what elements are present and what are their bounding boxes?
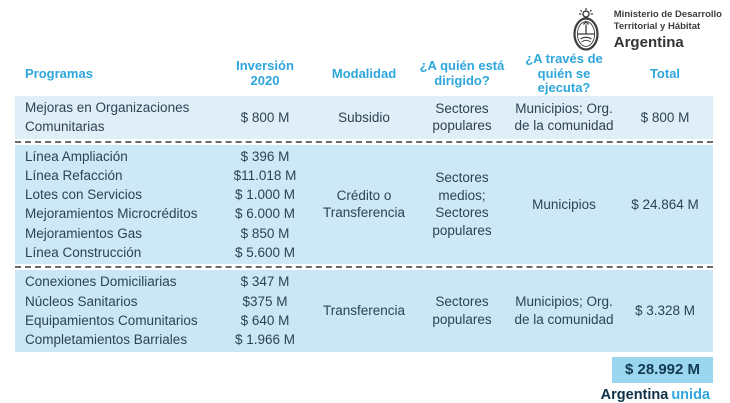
table-row: Lotes con Servicios $ 1.000 M	[15, 185, 315, 204]
program-inversion: $ 347 M	[240, 274, 290, 290]
table-row: Mejoramientos Gas $ 850 M	[15, 224, 315, 243]
group-total: $ 3.328 M	[634, 303, 696, 319]
program-name: Línea Ampliación	[25, 148, 128, 164]
grand-total-badge: $ 28.992 M	[612, 356, 713, 383]
table-row: Equipamientos Comunitarios $ 640 M	[15, 311, 315, 330]
group-total: $ 24.864 M	[631, 196, 699, 212]
group-modalidad: Crédito o Transferencia	[322, 187, 406, 221]
dashed-divider	[15, 266, 713, 269]
group-total: $ 800 M	[640, 109, 690, 125]
argentina-unida-brand: Argentina unida	[15, 387, 713, 403]
government-logo: Ministerio de Desarrollo Territorial y H…	[566, 7, 722, 54]
table-row: Conexiones Domiciliarias $ 347 M	[15, 272, 315, 291]
program-name: Equipamientos Comunitarios	[25, 312, 198, 328]
program-inversion: $ 6.000 M	[234, 206, 296, 222]
table-header: Programas Inversión 2020 Modalidad ¿A qu…	[15, 51, 713, 96]
table-row: Mejoras en Organizaciones Comunitarias $…	[15, 98, 315, 137]
group-dirigido: Sectores populares	[432, 100, 492, 134]
group-modalidad: Transferencia	[322, 303, 406, 319]
country-name: Argentina	[613, 33, 684, 51]
program-inversion: $ 396 M	[240, 148, 290, 164]
table-row: Línea Refacción $11.018 M	[15, 166, 315, 185]
column-header-inversion: Inversión 2020	[236, 58, 294, 88]
ministry-name-line1: Ministerio de Desarrollo	[613, 9, 722, 21]
table-row: Línea Ampliación $ 396 M	[15, 147, 315, 166]
program-name: Línea Refacción	[25, 167, 123, 183]
column-header-modalidad: Modalidad	[331, 65, 397, 81]
program-inversion: $375 M	[242, 293, 288, 309]
group-dirigido: Sectores populares	[432, 294, 492, 327]
group-modalidad: Subsidio	[338, 109, 390, 125]
table-group-subsidio: Mejoras en Organizaciones Comunitarias $…	[15, 96, 713, 139]
column-header-dirigido: ¿A quién está dirigido?	[419, 58, 505, 88]
program-name: Lotes con Servicios	[25, 187, 143, 203]
program-name: Núcleos Sanitarios	[25, 293, 138, 309]
program-inversion: $ 800 M	[240, 109, 290, 125]
column-header-programas: Programas	[25, 65, 93, 81]
group-ejecuta: Municipios; Org. de la comunidad	[514, 294, 614, 327]
argentina-coat-of-arms-icon	[566, 7, 606, 54]
ministry-name-line2: Territorial y Hábitat	[613, 20, 701, 32]
column-header-total: Total	[649, 65, 681, 81]
group-dirigido: Sectores medios; Sectores populares	[432, 170, 492, 239]
table-row: Mejoramientos Microcréditos $ 6.000 M	[15, 204, 315, 223]
table-group-credito: Línea Ampliación $ 396 M Línea Refacción…	[15, 144, 713, 265]
group-ejecuta: Municipios	[532, 196, 596, 212]
program-inversion: $11.018 M	[233, 167, 297, 183]
program-name: Completamientos Barriales	[25, 332, 188, 348]
program-inversion: $ 1.000 M	[234, 187, 296, 203]
table-row: Línea Construcción $ 5.600 M	[15, 243, 315, 262]
program-inversion: $ 1.966 M	[234, 332, 296, 348]
table-group-transferencia: Conexiones Domiciliarias $ 347 M Núcleos…	[15, 270, 713, 352]
brand-unida: unida	[671, 386, 710, 403]
programs-table: Programas Inversión 2020 Modalidad ¿A qu…	[15, 51, 713, 403]
table-row: Núcleos Sanitarios $375 M	[15, 292, 315, 311]
program-name: Mejoramientos Microcréditos	[25, 206, 198, 222]
program-name: Mejoramientos Gas	[25, 225, 143, 241]
program-inversion: $ 640 M	[240, 312, 290, 328]
program-name: Conexiones Domiciliarias	[25, 274, 177, 290]
table-row: Completamientos Barriales $ 1.966 M	[15, 330, 315, 349]
program-name: Línea Construcción	[25, 245, 142, 261]
program-name: Mejoras en Organizaciones Comunitarias	[25, 100, 190, 135]
column-header-ejecuta: ¿A través de quién se ejecuta?	[525, 51, 603, 96]
brand-argentina: Argentina	[600, 386, 669, 403]
group-ejecuta: Municipios; Org. de la comunidad	[514, 100, 614, 134]
dashed-divider	[15, 140, 713, 143]
program-inversion: $ 5.600 M	[234, 245, 296, 261]
program-inversion: $ 850 M	[240, 225, 290, 241]
